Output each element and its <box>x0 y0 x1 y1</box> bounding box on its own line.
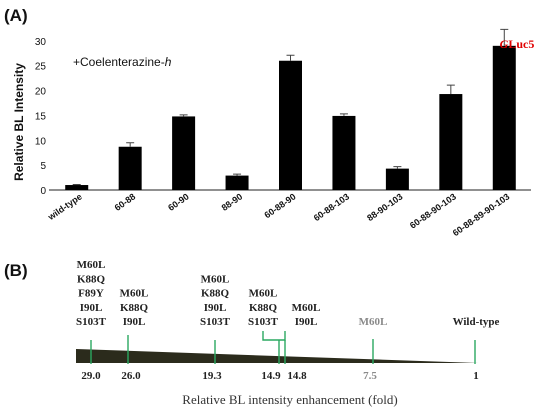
x-tick-label: 60-88-90 <box>262 191 297 220</box>
x-tick-label: wild-type <box>45 191 84 222</box>
mutation-label: K88Q <box>249 302 278 314</box>
bar <box>492 45 516 191</box>
mutation-label: K88Q <box>120 302 149 314</box>
bar <box>225 175 249 190</box>
mutation-label: M60L <box>359 316 388 328</box>
x-tick-label: 60-88-90-103 <box>408 191 458 230</box>
fold-value: 26.0 <box>121 370 141 382</box>
error-bars <box>72 28 509 186</box>
condition-annotation: +Coelenterazine-h <box>73 55 172 69</box>
mutation-group: M60L K88Q I90L 26.0 <box>120 288 149 382</box>
error-bar <box>393 166 402 169</box>
x-tick-label: 60-88 <box>113 191 138 212</box>
mutation-label: S103T <box>76 316 107 328</box>
bar <box>279 60 302 190</box>
mutation-label: S103T <box>200 316 231 328</box>
x-axis-title-b: Relative BL intensity enhancement (fold) <box>182 392 397 407</box>
mutation-label: I90L <box>295 316 318 328</box>
mutation-label: I90L <box>123 316 146 328</box>
highlight-label: GLuc5 <box>500 37 535 51</box>
mutation-label: M60L <box>292 302 321 314</box>
x-tick-label: 60-88-103 <box>312 191 351 223</box>
highlight-prefix: G <box>500 37 509 51</box>
error-bar <box>126 142 135 147</box>
error-bar <box>179 114 188 117</box>
bar <box>439 94 463 190</box>
mutation-group: Wild-type 1 <box>453 316 500 382</box>
mutation-label: Wild-type <box>453 316 500 328</box>
mutation-group: M60L K88Q S103T 14.9 <box>248 288 281 382</box>
y-axis-title: Relative BL Intensity <box>12 63 26 181</box>
error-bar <box>446 84 455 95</box>
bar <box>65 185 89 190</box>
mutation-label: S103T <box>248 316 279 328</box>
panel-b-label: (B) <box>4 261 28 280</box>
y-tick-label: 25 <box>35 62 47 73</box>
bar <box>332 115 356 190</box>
y-tick-label: 15 <box>35 111 47 122</box>
x-tick-label: 60-88-89-90-103 <box>451 191 512 238</box>
y-axis: 0 5 10 15 20 25 30 <box>35 37 47 197</box>
mutation-label: M60L <box>201 273 230 285</box>
y-tick-label: 30 <box>35 37 47 48</box>
y-tick-label: 20 <box>35 87 47 98</box>
mutation-label: F89Y <box>78 288 104 300</box>
x-axis-ticks: wild-type 60-88 60-90 88-90 60-88-90 60-88-10… <box>45 191 511 238</box>
mutation-group: M60L 7.5 <box>359 316 388 382</box>
mutation-label: I90L <box>204 302 227 314</box>
mutation-label: K88Q <box>77 273 106 285</box>
fold-value: 19.3 <box>202 370 222 382</box>
bracket-pair <box>262 331 286 364</box>
y-tick-label: 0 <box>40 186 46 197</box>
x-tick-label: 88-90-103 <box>365 191 404 223</box>
error-bar <box>286 54 295 61</box>
fold-value: 7.5 <box>363 370 377 382</box>
bar <box>385 168 409 190</box>
enhancement-wedge <box>76 349 478 363</box>
x-tick-label: 60-90 <box>166 191 191 212</box>
bar <box>118 146 142 190</box>
y-tick-label: 10 <box>35 136 47 147</box>
annotation-text: +Coelenterazine- <box>73 55 165 69</box>
mutation-group: M60L I90L 14.8 <box>287 302 320 382</box>
highlight-suffix: Luc5 <box>508 37 534 51</box>
mutation-label: M60L <box>249 288 278 300</box>
mutation-group: M60L K88Q I90L S103T 19.3 <box>200 273 231 382</box>
error-bar <box>233 173 242 176</box>
mutation-label: M60L <box>120 288 149 300</box>
mutation-group: M60L K88Q F89Y I90L S103T 29.0 <box>76 259 107 382</box>
fold-value: 14.8 <box>287 370 307 382</box>
fold-value: 1 <box>473 370 479 382</box>
annotation-italic: h <box>165 55 172 69</box>
mutation-label: K88Q <box>201 288 230 300</box>
bar-series <box>65 45 516 191</box>
fold-value: 29.0 <box>81 370 101 382</box>
bar <box>172 116 196 190</box>
fold-value: 14.9 <box>261 370 281 382</box>
error-bar <box>339 113 348 116</box>
error-bar <box>500 28 509 46</box>
panel-a-label: (A) <box>4 6 28 25</box>
x-tick-label: 88-90 <box>220 191 245 212</box>
y-tick-label: 5 <box>40 161 46 172</box>
mutation-label: M60L <box>77 259 106 271</box>
mutation-groups: M60L K88Q F89Y I90L S103T 29.0 M60L K88Q I90L 26.… <box>76 259 500 382</box>
mutation-label: I90L <box>80 302 103 314</box>
